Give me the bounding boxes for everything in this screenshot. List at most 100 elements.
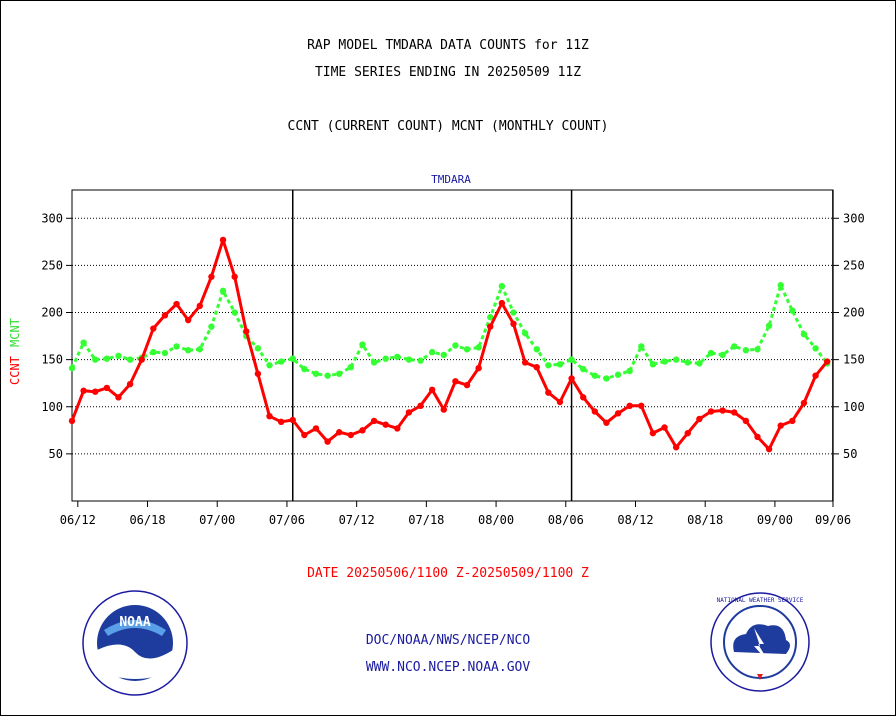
data-point-mcnt [161,349,169,357]
data-point-ccnt [777,422,784,429]
data-point-ccnt [661,424,668,431]
x-tick-label: 08/00 [478,513,514,527]
data-point-ccnt [498,299,506,307]
data-point-mcnt [301,365,308,373]
data-point-ccnt [394,425,401,432]
data-point-mcnt [731,343,738,350]
data-point-mcnt [487,314,494,321]
x-tick-label: 06/12 [60,513,96,527]
x-tick-label: 07/00 [199,513,235,527]
data-point-mcnt [394,353,401,361]
data-point-ccnt [649,429,657,437]
data-point-ccnt [463,381,471,389]
y-tick-label-left: 250 [41,258,63,272]
data-point-mcnt [638,343,645,350]
series-ccnt [68,236,831,453]
data-point-ccnt [765,445,773,453]
data-point-mcnt [626,367,633,375]
data-point-ccnt [707,408,715,415]
data-point-ccnt [742,417,750,425]
data-point-ccnt [789,417,796,425]
data-point-ccnt [68,417,76,425]
y-tick-label-right: 100 [843,400,865,414]
data-point-mcnt [800,330,808,338]
data-point-ccnt [266,412,273,420]
data-point-mcnt [231,309,238,316]
series-line-ccnt [70,238,829,451]
data-point-mcnt [661,358,668,365]
chart-title-line-1: RAP MODEL TMDARA DATA COUNTS for 11Z [307,38,589,53]
y-tick-label-right: 150 [843,353,865,367]
data-point-mcnt [370,359,378,366]
data-point-ccnt [208,273,215,280]
data-point-ccnt [440,406,447,413]
data-point-mcnt [440,351,447,359]
data-point-ccnt [92,388,99,395]
data-point-ccnt [347,431,355,439]
data-point-ccnt [684,429,691,437]
y-ticks-left: 50 100 150 200 250 300 [41,211,72,461]
data-point-mcnt [405,356,413,363]
x-tick-label: 08/18 [687,513,723,527]
data-point-ccnt [580,394,587,401]
data-point-mcnt [115,352,122,360]
data-point-mcnt [580,365,587,373]
data-point-ccnt [417,402,424,410]
data-point-mcnt [672,356,680,363]
data-point-mcnt [568,356,575,363]
footer-org: DOC/NOAA/NWS/NCEP/NCO [365,633,531,648]
data-point-ccnt [591,408,599,415]
data-point-ccnt [638,402,645,410]
data-point-ccnt [254,370,262,377]
data-point-mcnt [742,347,750,354]
data-point-ccnt [428,386,436,393]
data-point-mcnt [463,346,471,353]
data-point-ccnt [754,433,761,441]
data-point-mcnt [417,357,424,364]
y-tick-label-left: 50 [49,447,63,461]
data-point-ccnt [80,387,87,394]
y-tick-label-left: 300 [41,211,63,225]
data-point-mcnt [324,372,331,379]
data-point-mcnt [80,339,87,346]
data-point-ccnt [812,372,819,379]
data-point-mcnt [591,372,599,379]
data-point-ccnt [614,410,622,417]
x-tick-label: 09/00 [757,513,793,527]
series-mcnt [68,281,831,382]
noaa-logo: NOAA [82,590,188,696]
data-point-ccnt [103,384,111,392]
data-point-ccnt [196,302,204,310]
data-point-mcnt [347,363,355,371]
data-point-ccnt [731,409,738,416]
footer-url[interactable]: WWW.NCO.NCEP.NOAA.GOV [365,660,531,675]
data-point-mcnt [312,370,320,377]
data-point-ccnt [126,380,134,388]
data-point-mcnt [719,351,726,359]
data-point-mcnt [603,375,610,382]
data-point-ccnt [510,320,517,328]
data-point-ccnt [452,378,459,385]
data-point-mcnt [510,309,517,316]
data-point-mcnt [103,355,111,362]
data-point-ccnt [150,325,157,332]
data-point-mcnt [126,356,134,363]
data-point-ccnt [556,398,564,406]
data-point-ccnt [243,328,250,335]
data-point-mcnt [533,346,540,353]
data-point-mcnt [184,347,192,354]
series-line-mcnt [70,283,829,380]
data-point-mcnt [754,346,761,353]
data-point-mcnt [684,359,691,366]
data-point-ccnt [277,418,285,426]
data-point-ccnt [545,389,552,396]
data-point-mcnt [556,361,564,368]
data-point-mcnt [545,362,552,369]
data-point-ccnt [173,300,180,308]
x-tick-label: 07/12 [339,513,375,527]
data-point-ccnt [521,359,529,366]
x-ticks: 06/12 06/18 07/00 07/06 07/12 07/18 08/00 08/06… [60,501,851,527]
y-axis-label-mcnt: MCNT [8,318,22,347]
data-point-ccnt [696,415,703,423]
chart-label: TMDARA [431,173,471,186]
